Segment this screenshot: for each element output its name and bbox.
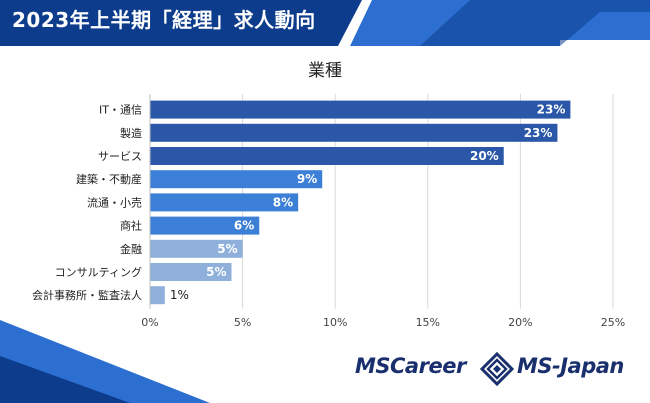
category-label: コンサルティング [55, 265, 142, 279]
data-label: 5% [217, 242, 237, 256]
category-label: 会計事務所・監査法人 [32, 288, 142, 302]
page-title: 2023年上半期「経理」求人動向 [12, 8, 316, 32]
data-label: 23% [537, 103, 566, 117]
bar [150, 193, 299, 212]
data-label: 5% [206, 265, 226, 279]
bar [150, 170, 323, 189]
bar [150, 123, 558, 142]
ms-japan-mark-icon [480, 352, 514, 386]
bar [150, 100, 571, 119]
category-label: IT・通信 [99, 104, 142, 117]
x-tick-label: 20% [508, 316, 532, 329]
x-tick-label: 10% [323, 316, 347, 329]
header-band [0, 0, 650, 46]
data-label: 1% [170, 288, 189, 302]
data-label: 8% [273, 195, 293, 209]
ms-japan-logo: MS-Japan [517, 354, 624, 378]
header-right-accent [420, 0, 650, 46]
category-label: 流通・小売 [87, 195, 142, 209]
x-tick-label: 0% [141, 316, 158, 329]
x-tick-label: 15% [416, 316, 440, 329]
data-label: 9% [297, 172, 317, 186]
x-tick-label: 5% [234, 316, 251, 329]
data-label: 23% [524, 126, 553, 140]
bar [150, 216, 260, 235]
data-label: 6% [234, 219, 254, 233]
category-label: 金融 [120, 242, 142, 256]
bottom-dark-stripe [0, 356, 130, 403]
chart-title: 業種 [308, 61, 342, 81]
data-label: 20% [470, 149, 499, 163]
bar [150, 263, 232, 281]
x-tick-label: 25% [601, 316, 625, 329]
logos: MSCareer MS-Japan [355, 352, 645, 386]
bar [150, 147, 504, 165]
mscareer-logo: MSCareer [355, 354, 466, 378]
category-label: 建築・不動産 [76, 172, 142, 186]
bar-chart: 0% 5% 10% 15% 20% 25% IT・通信 23% 製造 23% サービス 20% 建築・不… [32, 94, 625, 329]
category-label: サービス [98, 150, 142, 163]
category-label: 製造 [120, 126, 142, 140]
bar [150, 239, 243, 258]
header-dark-band [0, 0, 362, 46]
bar [150, 286, 165, 305]
category-label: 商社 [120, 219, 142, 233]
